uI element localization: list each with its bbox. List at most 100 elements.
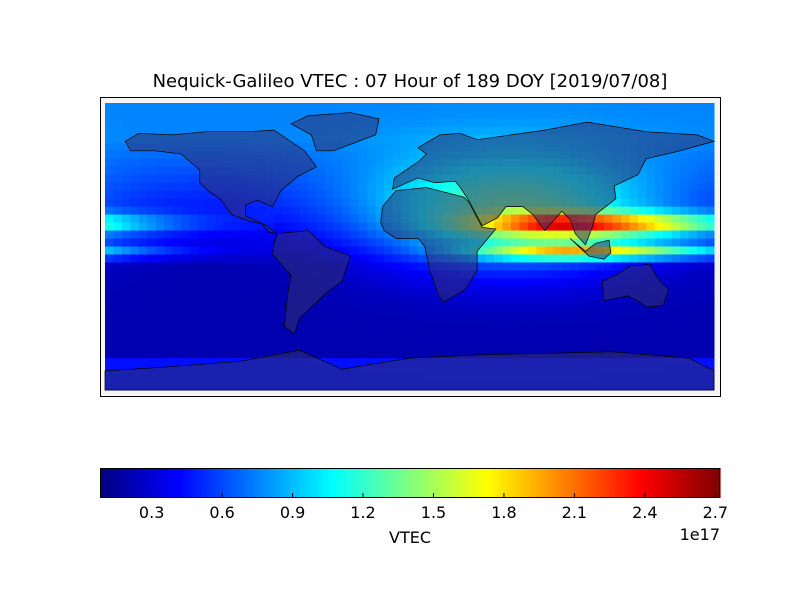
heatmap-cell — [105, 350, 114, 359]
heatmap-cell — [113, 126, 123, 136]
heatmap-cell — [595, 278, 605, 287]
heatmap-cell — [536, 286, 546, 295]
heatmap-cell — [223, 270, 233, 279]
heatmap-cell — [214, 310, 224, 319]
heatmap-cell — [248, 318, 258, 327]
heatmap-cell — [240, 334, 250, 343]
heatmap-cell — [198, 246, 207, 255]
heatmap-cell — [536, 318, 546, 327]
colorbar-segment — [703, 468, 707, 498]
heatmap-cell — [401, 342, 410, 351]
colorbar-segment — [601, 468, 605, 498]
heatmap-cell — [443, 350, 453, 359]
heatmap-cell — [147, 278, 157, 287]
heatmap-cell — [680, 206, 690, 216]
heatmap-cell — [663, 182, 673, 192]
heatmap-cell — [519, 230, 529, 240]
heatmap-cell — [680, 326, 690, 335]
heatmap-cell — [409, 238, 419, 247]
heatmap-cell — [358, 326, 368, 335]
heatmap-cell — [468, 110, 478, 120]
heatmap-cell — [587, 342, 597, 351]
heatmap-cell — [544, 318, 554, 327]
heatmap-cell — [587, 302, 597, 311]
heatmap-cell — [105, 142, 114, 152]
heatmap-cell — [460, 318, 470, 327]
heatmap-cell — [426, 318, 436, 327]
heatmap-cell — [697, 142, 707, 152]
heatmap-cell — [214, 103, 224, 112]
heatmap-cell — [688, 302, 698, 311]
heatmap-cell — [308, 198, 317, 208]
heatmap-cell — [561, 334, 571, 343]
heatmap-cell — [147, 103, 157, 112]
heatmap-cell — [206, 206, 216, 216]
heatmap-cell — [113, 270, 123, 279]
heatmap-cell — [147, 302, 157, 311]
heatmap-cell — [198, 278, 207, 287]
colorbar-segment — [615, 468, 619, 498]
heatmap-cell — [223, 318, 233, 327]
heatmap-cell — [105, 110, 114, 120]
heatmap-cell — [688, 190, 698, 200]
heatmap-cell — [198, 126, 207, 136]
heatmap-cell — [341, 222, 351, 232]
heatmap-cell — [147, 166, 157, 176]
heatmap-cell — [113, 174, 123, 184]
heatmap-cell — [189, 103, 199, 112]
heatmap-cell — [494, 286, 504, 295]
heatmap-cell — [468, 118, 478, 128]
heatmap-cell — [206, 350, 216, 359]
heatmap-cell — [688, 270, 698, 279]
heatmap-cell — [680, 166, 690, 176]
heatmap-cell — [671, 310, 681, 319]
heatmap-cell — [536, 302, 546, 311]
heatmap-cell — [519, 214, 529, 224]
heatmap-cell — [367, 206, 377, 216]
heatmap-cell — [299, 182, 309, 192]
heatmap-cell — [663, 174, 673, 184]
heatmap-cell — [164, 358, 174, 367]
colorbar-segment — [424, 468, 428, 498]
heatmap-cell — [172, 182, 182, 192]
heatmap-cell — [697, 103, 707, 112]
heatmap-cell — [206, 358, 216, 367]
heatmap-cell — [105, 118, 114, 128]
colorbar-segment — [119, 468, 123, 498]
heatmap-cell — [265, 230, 275, 240]
heatmap-cell — [663, 318, 673, 327]
heatmap-cell — [637, 190, 647, 200]
heatmap-cell — [511, 278, 520, 287]
heatmap-cell — [502, 206, 512, 216]
colorbar-segment — [470, 468, 474, 498]
heatmap-cell — [113, 158, 123, 168]
heatmap-cell — [612, 310, 622, 319]
heatmap-cell — [257, 318, 267, 327]
colorbar-segment — [477, 468, 481, 498]
heatmap-cell — [113, 326, 123, 335]
heatmap-cell — [367, 286, 377, 295]
heatmap-cell — [680, 103, 690, 112]
heatmap-cell — [612, 103, 622, 112]
heatmap-cell — [181, 110, 191, 120]
heatmap-cell — [206, 222, 216, 232]
colorbar-segment — [146, 468, 150, 498]
heatmap-cell — [265, 310, 275, 319]
heatmap-cell — [637, 166, 647, 176]
heatmap-cell — [705, 254, 715, 263]
colorbar-segment — [281, 468, 285, 498]
heatmap-cell — [105, 198, 114, 208]
heatmap-cell — [646, 350, 656, 359]
heatmap-cell — [198, 342, 207, 351]
heatmap-cell — [671, 182, 681, 192]
heatmap-cell — [105, 126, 114, 136]
heatmap-cell — [316, 350, 326, 359]
heatmap-cell — [688, 238, 698, 247]
heatmap-cell — [705, 294, 715, 303]
heatmap-cell — [578, 103, 588, 112]
heatmap-cell — [138, 358, 148, 367]
colorbar-segment — [393, 468, 397, 498]
heatmap-cell — [240, 126, 250, 136]
heatmap-cell — [316, 334, 326, 343]
heatmap-cell — [240, 318, 250, 327]
